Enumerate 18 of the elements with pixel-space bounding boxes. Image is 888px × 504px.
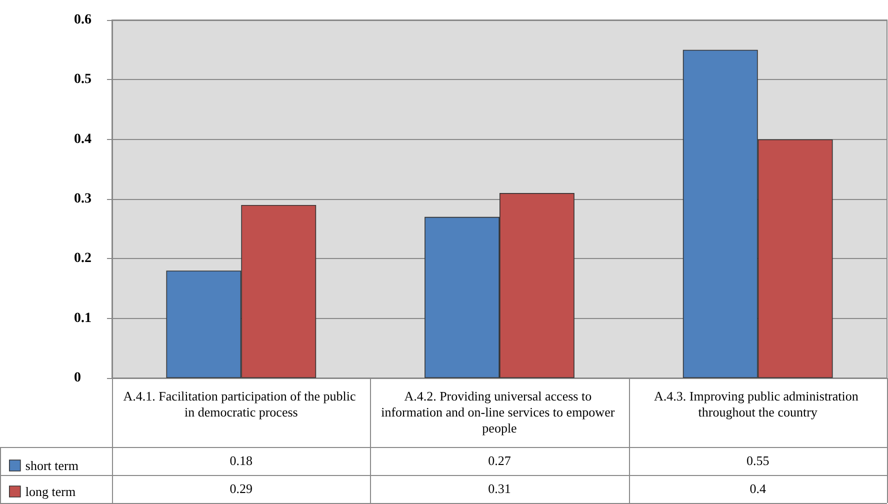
y-tick-label: 0.5 [74,72,92,88]
legend-label: long term [25,484,76,499]
x-tick-label: A.4.1. Facilitation participation of the public in democratic process [123,388,360,420]
x-tick-label: A.4.3. Improving public administration throughout the country [654,388,862,420]
data-label: 0.55 [745,452,770,470]
legend-label: short term [25,458,78,473]
y-tick-label: 0 [74,370,81,386]
y-tick-label: 0.6 [74,12,92,28]
data-label: 0.18 [228,452,254,470]
x-tick-label: A.4.2. Providing universal access to information and on-line services to empower people [381,388,618,436]
data-label: 0.27 [487,452,512,470]
y-tick-label: 0.3 [74,192,92,206]
data-label: 0.31 [487,480,512,498]
data-label: 0.29 [228,480,254,498]
data-label: 0.4 [748,480,767,498]
y-tick-label: 0.1 [74,310,92,326]
y-tick-label: 0.4 [74,132,92,147]
y-tick-label: 0.2 [74,251,92,266]
